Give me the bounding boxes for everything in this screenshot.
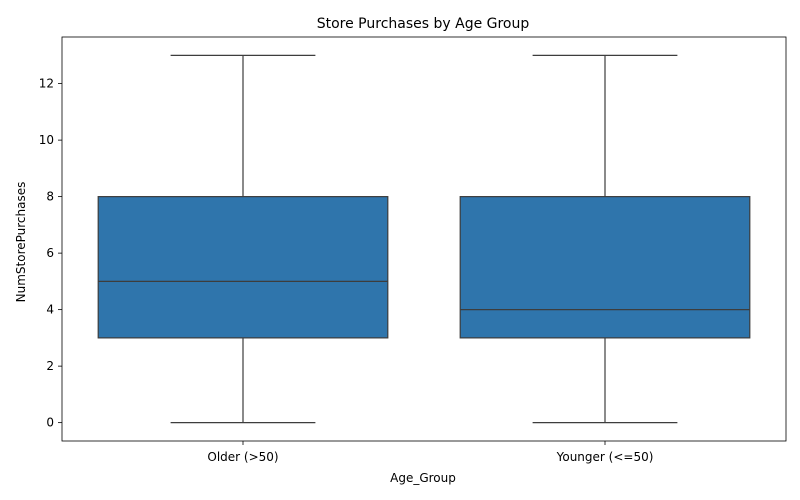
boxes-group: [97, 54, 751, 424]
y-tick-label: 4: [46, 303, 54, 317]
iqr-box: [97, 196, 389, 339]
y-tick-label: 6: [46, 246, 54, 260]
y-tick-label: 2: [46, 359, 54, 373]
plot-area: [61, 36, 787, 442]
y-tick-label: 12: [39, 77, 54, 91]
y-axis-ticks: 0 2 4 6 8 10 12: [39, 77, 62, 430]
y-axis-label: NumStorePurchases: [14, 182, 28, 303]
x-axis-label: Age_Group: [390, 471, 456, 485]
x-axis-ticks: Older (>50) Younger (<=50): [207, 441, 653, 464]
y-tick-label: 8: [46, 190, 54, 204]
y-tick-label: 0: [46, 416, 54, 430]
box-2: [459, 54, 751, 424]
y-tick-label: 10: [39, 133, 54, 147]
box-1: [97, 54, 389, 424]
plot-frame: [61, 36, 787, 442]
x-tick-label: Younger (<=50): [556, 450, 654, 464]
chart-title: Store Purchases by Age Group: [317, 16, 530, 32]
iqr-box: [459, 196, 751, 339]
x-tick-label: Older (>50): [207, 450, 278, 464]
